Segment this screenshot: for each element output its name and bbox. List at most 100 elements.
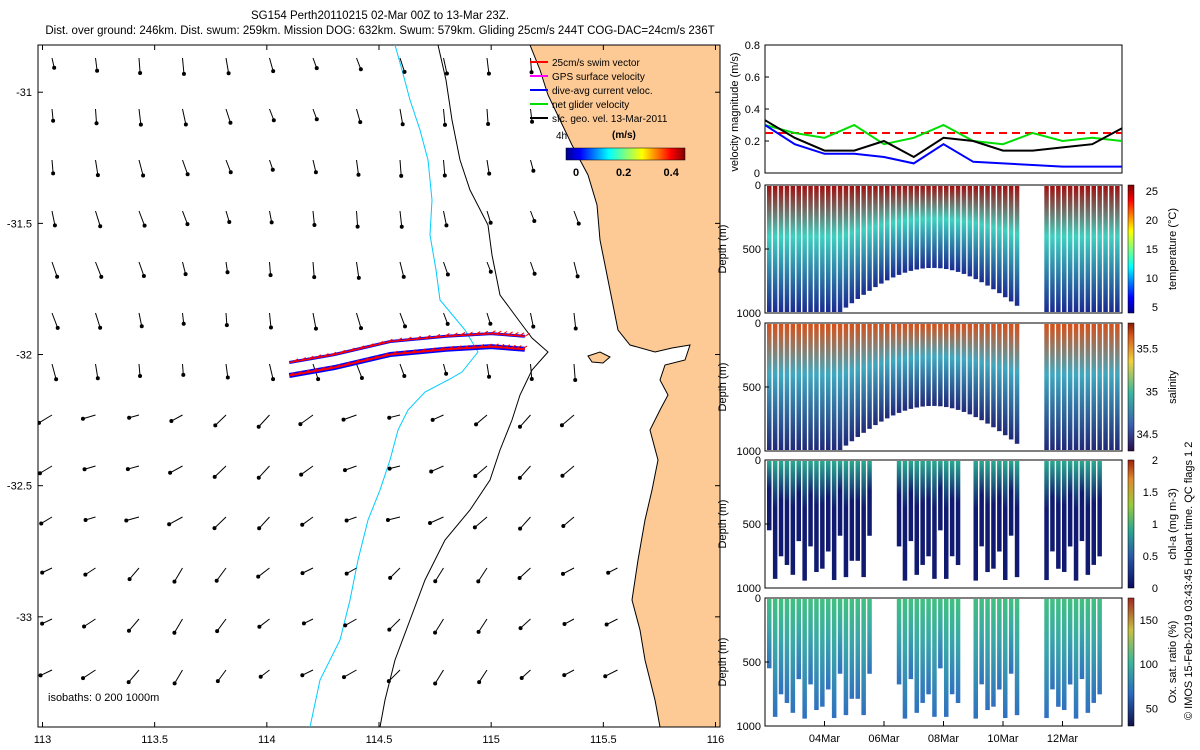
velocity-arrow-head: [268, 273, 273, 278]
section-profile: [908, 599, 914, 680]
section-profile: [985, 599, 990, 711]
section-profile: [1044, 461, 1049, 581]
section-profile: [955, 324, 961, 410]
section-y-tick-label: 500: [743, 519, 761, 531]
swim-vector-tick: [452, 332, 458, 337]
section-colorbar-tick-label: 2: [1152, 455, 1158, 467]
velocity-arrow-head: [476, 629, 481, 634]
section-profile: [997, 324, 1002, 432]
velocity-arrow-head: [126, 628, 131, 633]
section-profile: [855, 186, 860, 299]
section-profile: [873, 324, 878, 426]
velocity-arrow-head: [225, 270, 230, 275]
section-data: [767, 461, 1102, 581]
velocity-arrow: [225, 159, 232, 173]
section-y-tick-label: 1000: [737, 721, 761, 733]
velocity-arrow-head: [168, 470, 173, 475]
velocity-arrow: [95, 108, 98, 124]
velocity-arrow-head: [228, 120, 233, 125]
section-profile: [1097, 186, 1102, 312]
section-colorbar: [1127, 322, 1135, 452]
velocity-arrow-head: [313, 170, 318, 175]
velocity-arrow-head: [300, 522, 305, 527]
velocity-arrow-head: [212, 474, 217, 479]
velocity-arrow-head: [445, 321, 450, 326]
arrow-scale-label: 4h: [556, 131, 567, 142]
swim-vector-tick: [296, 370, 303, 375]
velocity-arrow-head: [388, 575, 393, 580]
section-profile: [944, 324, 949, 408]
section-profile: [1044, 599, 1049, 719]
figure-title-line2: Dist. over ground: 246km. Dist. swum: 25…: [45, 25, 715, 37]
velocity-arrow: [530, 57, 533, 73]
date-tick-label: 04Mar: [809, 733, 841, 745]
section-y-tick-label: 0: [755, 593, 761, 605]
velocity-arrow-head: [477, 680, 482, 685]
section-profile: [926, 599, 931, 695]
date-tick-label: 06Mar: [868, 733, 900, 745]
section-profile: [843, 324, 849, 446]
velocity-series-line: [764, 119, 1123, 159]
legend-label: net glider velocity: [552, 100, 629, 111]
section-profile: [1050, 461, 1055, 552]
map-panel: 25cm/s swim vector GPS surface velocity di…: [7, 44, 724, 746]
swim-vector-tick: [463, 344, 470, 349]
velocity-y-tick-label: 0.8: [745, 40, 760, 52]
legend-label: GPS surface velocity: [552, 72, 645, 83]
section-profile: [973, 599, 978, 719]
velocity-arrow: [399, 312, 406, 327]
velocity-arrow-head: [358, 120, 363, 125]
section-y-tick-label: 500: [743, 657, 761, 669]
velocity-arrow-head: [561, 524, 566, 529]
section-profile: [831, 186, 837, 312]
velocity-arrow-head: [169, 419, 174, 424]
velocity-arrow: [606, 618, 618, 625]
section-profile: [1085, 186, 1091, 312]
section-profile: [1003, 186, 1008, 298]
velocity-arrow-head: [575, 274, 580, 279]
section-profile: [1091, 461, 1096, 565]
velocity-arrow: [530, 108, 533, 122]
swim-vector-tick: [474, 331, 481, 336]
swim-vector-tick: [319, 366, 325, 371]
velocity-arrow-head: [183, 272, 188, 277]
velocity-arrow-head: [486, 121, 491, 126]
velocity-arrow: [216, 567, 227, 581]
velocity-arrow-head: [126, 680, 131, 685]
section-profile: [772, 186, 778, 312]
velocity-arrow: [51, 363, 57, 380]
velocity-arrow-head: [519, 676, 524, 681]
section-profile: [778, 186, 784, 312]
swim-vector-tick: [363, 357, 369, 362]
section-colorbar-tick-label: 20: [1146, 215, 1158, 227]
isobaths-note: isobaths: 0 200 1000m: [48, 692, 159, 704]
velocity-arrow: [562, 567, 575, 575]
velocity-arrow-head: [312, 275, 317, 280]
velocity-arrow: [85, 567, 96, 576]
velocity-arrow-head: [125, 467, 130, 472]
velocity-arrow-head: [474, 422, 479, 427]
section-profile: [979, 599, 984, 685]
velocity-arrow-head: [83, 517, 88, 522]
section-profile: [849, 324, 855, 442]
velocity-arrow-head: [358, 67, 363, 72]
velocity-arrow-head: [433, 630, 438, 635]
section-profile: [991, 324, 996, 428]
velocity-arrow-head: [39, 521, 44, 526]
section-colorbar: [1127, 184, 1135, 314]
velocity-arrow: [216, 618, 227, 632]
section-profile: [902, 599, 908, 719]
section-profile: [1079, 324, 1085, 450]
section-profile: [973, 186, 978, 280]
section-profile: [1062, 186, 1067, 312]
map-x-tick-label: 114.5: [366, 734, 393, 746]
velocity-arrow-head: [215, 679, 220, 684]
velocity-arrow-head: [271, 118, 276, 123]
section-profile: [896, 461, 902, 547]
swim-vector-tick: [304, 369, 310, 374]
velocity-arrow-head: [487, 171, 492, 176]
section-y-tick-label: 500: [743, 382, 761, 394]
velocity-arrow-head: [444, 223, 449, 228]
section-colorbar-tick-label: 35: [1146, 386, 1158, 398]
section-profile: [849, 186, 855, 304]
